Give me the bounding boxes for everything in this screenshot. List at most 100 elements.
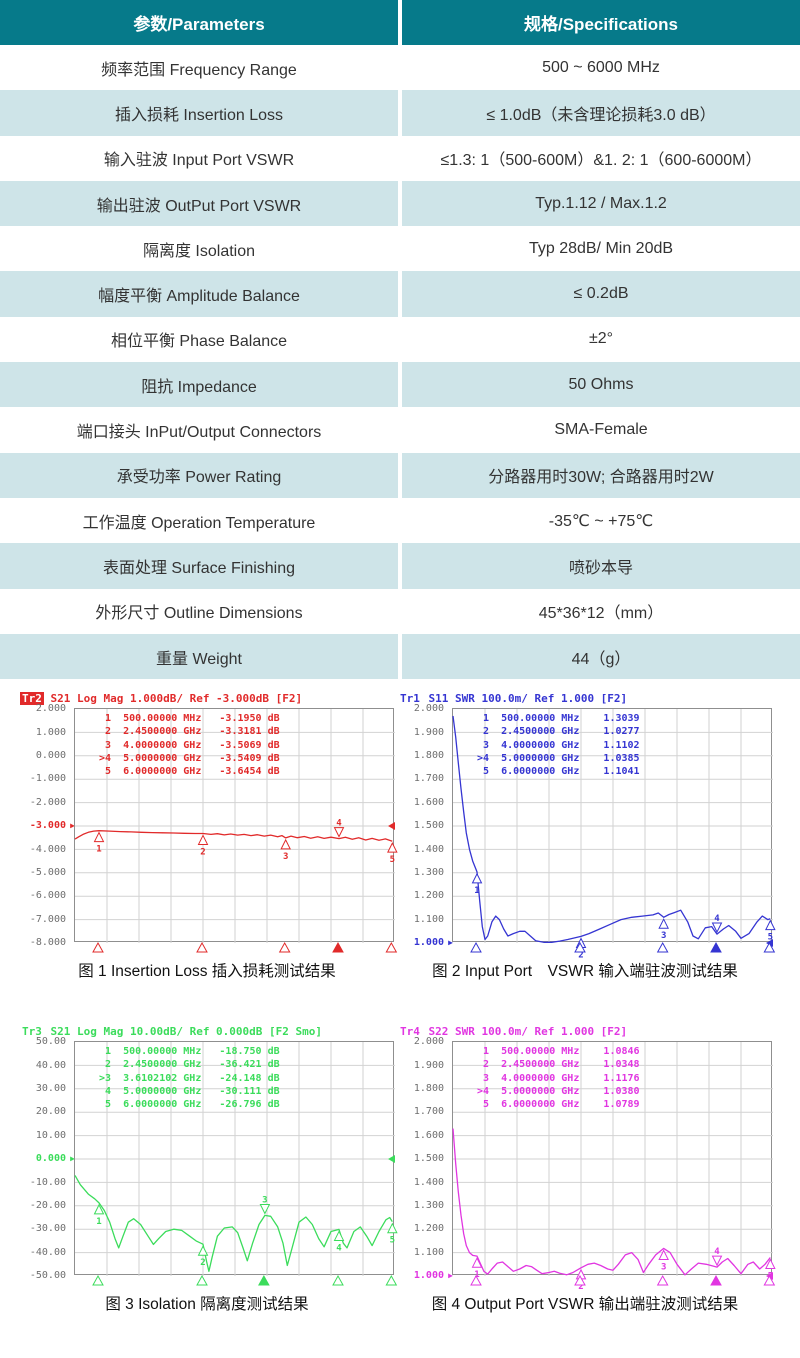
trace-label: Tr3: [22, 1025, 42, 1039]
marker-table-row: 5 6.0000000 GHz -3.6454 dB: [99, 765, 280, 777]
table-row: 幅度平衡 Amplitude Balance ≤ 0.2dB: [0, 271, 800, 317]
y-axis-labels: 2.000 1.000 0.000 -1.000 -2.000 -3.000 ▶ -4.000…: [20, 704, 75, 948]
y-tick-label: 1.500: [413, 820, 444, 832]
marker-triangle-icon: [765, 919, 776, 931]
marker-number: 3: [661, 931, 666, 941]
marker-axis-strip: [74, 1275, 398, 1288]
param-cell: 工作温度 Operation Temperature: [82, 514, 316, 532]
spec-cell: ≤ 0.2dB: [402, 271, 800, 317]
param-cell: 输入驻波 Input Port VSWR: [103, 152, 295, 170]
table-row: 外形尺寸 Outline Dimensions 45*36*12（mm）: [0, 589, 800, 634]
spec-cell: 喷砂本导: [402, 543, 800, 589]
y-tick-label: 1.800: [413, 749, 444, 761]
marker-number: 2: [200, 848, 205, 858]
table-header-specifications: 规格/Specifications: [402, 0, 800, 45]
y-tick-label: 1.900: [413, 726, 444, 738]
y-tick-label: -3.000 ▶: [29, 820, 75, 832]
marker-table-row: 2 2.4500000 GHz -36.421 dB: [99, 1059, 280, 1071]
spec-cell: -35℃ ~ +75℃: [548, 512, 654, 530]
marker-triangle-icon: [333, 1230, 345, 1242]
chart-caption: 图 1 Insertion Loss 插入损耗测试结果: [78, 963, 336, 981]
marker-number: 5: [390, 1236, 395, 1246]
y-tick-label: -1.000: [29, 773, 66, 785]
y-tick-label: 20.00: [35, 1106, 66, 1118]
marker-number: 3: [661, 1263, 666, 1273]
table-row: 端口接头 InPut/Output Connectors SMA-Female: [0, 407, 800, 452]
chart-canvas: 1 2 3 4 5: [452, 1042, 776, 1292]
spec-cell: 45*36*12（mm）: [538, 605, 664, 623]
marker-number: 3: [283, 852, 288, 862]
marker-table-row: 3 4.0000000 GHz -3.5069 dB: [99, 739, 280, 751]
table-row: 插入损耗 Insertion Loss ≤ 1.0dB（未含理论损耗3.0 dB）: [0, 90, 800, 136]
marker-triangle-icon: [765, 1258, 776, 1270]
axis-marker-triangle-icon: [574, 942, 586, 953]
y-tick-label: -6.000: [29, 890, 66, 902]
y-tick-label: 1.700: [413, 773, 444, 785]
y-tick-label: 1.000: [35, 726, 66, 738]
marker-number: 4: [336, 1244, 342, 1254]
marker-table-row: 2 2.4500000 GHz 1.0348: [477, 1059, 640, 1071]
table-row: 工作温度 Operation Temperature -35℃ ~ +75℃: [0, 498, 800, 543]
y-tick-label: 1.800: [413, 1082, 444, 1094]
marker-number: 2: [578, 1282, 583, 1292]
marker-table-row: 1 500.00000 MHz -18.750 dB: [99, 1046, 280, 1058]
y-tick-label: 1.100: [413, 913, 444, 925]
param-cell: 插入损耗 Insertion Loss: [0, 90, 398, 136]
param-cell: 端口接头 InPut/Output Connectors: [76, 424, 322, 442]
y-tick-label: -2.000: [29, 796, 66, 808]
marker-table-row: 1 500.00000 MHz 1.0846: [477, 1046, 640, 1058]
axis-marker-triangle-icon: [278, 942, 291, 953]
y-tick-label: 1.200: [413, 890, 444, 902]
spec-cell: 500 ~ 6000 MHz: [542, 58, 660, 76]
marker-table: 1 500.00000 MHz 1.0846 2 2.4500000 GHz 1…: [477, 1045, 640, 1111]
marker-axis-strip: [452, 942, 776, 955]
marker-table-row: 3 4.0000000 GHz 1.1102: [477, 739, 640, 751]
spec-table: 参数/Parameters 规格/Specifications 频率范围 Fre…: [0, 0, 800, 680]
marker-table-row: 5 6.0000000 GHz 1.1041: [477, 765, 640, 777]
marker-table-row: >4 5.0000000 GHz 1.0380: [477, 1085, 640, 1097]
param-cell: 隔离度 Isolation: [142, 242, 256, 260]
chart-title-text: S22 SWR 100.0m/ Ref 1.000 [F2]: [421, 1025, 628, 1039]
y-tick-label: 40.00: [35, 1059, 66, 1071]
y-tick-label: 1.600: [413, 1129, 444, 1141]
chart-plot: 1 2 3 4 5 1 500.00000 MHz 1.3039 2 2.4500000…: [452, 708, 776, 961]
marker-number: 5: [768, 1272, 773, 1282]
marker-triangle-icon: [711, 922, 723, 934]
ref-level-arrow-icon: ▶: [448, 938, 453, 948]
spec-cell: ≤ 1.0dB（未含理论损耗3.0 dB）: [402, 90, 800, 136]
marker-axis-canvas: [470, 942, 776, 953]
marker-number: 1: [474, 1270, 479, 1280]
marker-table: 1 500.00000 MHz 1.3039 2 2.4500000 GHz 1…: [477, 712, 640, 778]
chart-title: Tr3 S21 Log Mag 10.00dB/ Ref 0.000dB [F2…: [20, 1025, 396, 1041]
axis-marker-triangle-icon: [196, 942, 208, 953]
axis-marker-triangle-icon: [656, 1275, 669, 1286]
y-tick-label: 1.400: [413, 1176, 444, 1188]
marker-number: 3: [262, 1196, 267, 1206]
y-tick-label: 1.900: [413, 1059, 444, 1071]
spec-cell: 50 Ohms: [402, 362, 800, 408]
marker-triangle-icon: [658, 918, 669, 929]
ref-level-arrow-icon: ▶: [448, 1271, 453, 1281]
marker-number: 5: [390, 855, 395, 865]
chart-caption: 图 4 Output Port VSWR 输出端驻波测试结果: [431, 1296, 739, 1314]
trace-line: [452, 716, 771, 944]
param-cell: 相位平衡 Phase Balance: [110, 333, 288, 351]
y-tick-label: 1.700: [413, 1106, 444, 1118]
param-cell: 频率范围 Frequency Range: [101, 61, 297, 79]
marker-triangle-icon: [471, 1257, 483, 1268]
trace-line: [74, 830, 393, 842]
marker-triangle-icon: [387, 842, 398, 853]
trace-label: Tr1: [400, 692, 420, 706]
chart-plot: 1 2 3 4 5 1 500.00000 MHz -18.750 dB 2 2.450…: [74, 1041, 398, 1277]
marker-axis-canvas: [470, 1275, 776, 1286]
trace-label: Tr2: [20, 692, 44, 706]
table-row: 承受功率 Power Rating 分路器用时30W; 合路器用时2W: [0, 452, 800, 498]
marker-triangle-icon: [658, 1249, 669, 1261]
marker-table: 1 500.00000 MHz -18.750 dB 2 2.4500000 G…: [99, 1045, 280, 1111]
marker-table-row: 2 2.4500000 GHz 1.0277: [477, 726, 640, 738]
spec-cell: Typ 28dB/ Min 20dB: [528, 239, 674, 257]
y-tick-label: 1.300: [413, 1199, 444, 1211]
axis-marker-triangle-icon: [710, 942, 722, 953]
marker-axis-strip: [74, 942, 398, 955]
axis-marker-triangle-icon: [385, 942, 398, 953]
